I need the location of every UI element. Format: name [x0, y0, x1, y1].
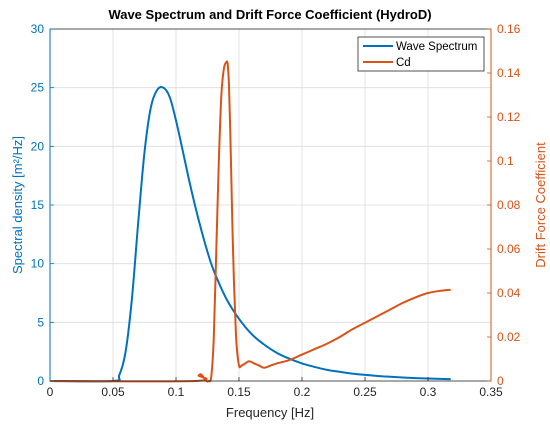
x-tick-label: 0.25 — [353, 385, 377, 399]
y-left-tick-label: 0 — [37, 374, 44, 388]
series-line-wave-spectrum — [49, 86, 451, 383]
grid-lines — [50, 29, 491, 381]
x-tick-label: 0.2 — [294, 385, 311, 399]
legend-label-wave-spectrum: Wave Spectrum — [396, 41, 477, 53]
y-right-tick-label: 0.1 — [497, 154, 514, 168]
y-right-tick-label: 0.06 — [497, 242, 521, 256]
y-left-tick-label: 20 — [31, 139, 45, 153]
axes: 0 0.05 0.1 0.15 0.2 0.25 0.3 0.3505101520253000… — [31, 22, 521, 399]
x-tick-label: 0.35 — [479, 385, 503, 399]
x-axis-label: Frequency [Hz] — [226, 405, 314, 420]
x-tick-label: 0.05 — [101, 385, 125, 399]
y-right-tick-label: 0.12 — [497, 110, 521, 124]
y-left-tick-label: 25 — [31, 81, 45, 95]
y-right-tick-label: 0.16 — [497, 22, 521, 36]
y-right-tick-label: 0 — [497, 374, 504, 388]
x-tick-label: 0.3 — [420, 385, 437, 399]
legend-box — [357, 36, 485, 72]
series-line-cd — [49, 60, 451, 383]
legend-label-cd: Cd — [396, 57, 411, 69]
y-axis-left-label: Spectral density [m²/Hz] — [10, 136, 25, 274]
y-right-tick-label: 0.02 — [497, 330, 521, 344]
x-tick-label: 0.15 — [227, 385, 251, 399]
y-axis-right-label: Drift Force Coefficient — [533, 142, 548, 268]
y-right-tick-label: 0.04 — [497, 286, 521, 300]
y-right-tick-label: 0.14 — [497, 66, 521, 80]
x-tick-label: 0 — [47, 385, 54, 399]
y-left-tick-label: 10 — [31, 257, 45, 271]
chart-title: Wave Spectrum and Drift Force Coefficien… — [108, 7, 431, 22]
legend: Wave Spectrum Cd — [357, 36, 485, 72]
y-left-tick-label: 5 — [37, 315, 44, 329]
y-left-tick-label: 30 — [31, 22, 45, 36]
x-tick-label: 0.1 — [168, 385, 185, 399]
y-right-tick-label: 0.08 — [497, 198, 521, 212]
series-layer — [49, 60, 451, 383]
y-left-tick-label: 15 — [31, 198, 45, 212]
